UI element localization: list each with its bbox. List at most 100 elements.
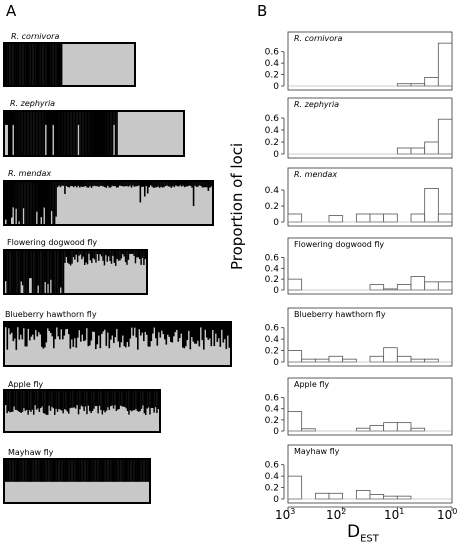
ancestry-bar	[191, 323, 193, 338]
ancestry-bar	[53, 44, 56, 85]
ancestry-bar	[9, 391, 11, 413]
ancestry-bar	[179, 323, 181, 339]
ancestry-bar	[78, 182, 81, 188]
ancestry-bar	[179, 182, 182, 186]
ancestry-bar	[31, 251, 34, 293]
ancestry-bar	[100, 391, 102, 411]
ancestry-bar	[30, 182, 32, 224]
ancestry-bar	[93, 323, 96, 333]
structure-plot-mayhaw	[3, 458, 151, 504]
ancestry-bar	[72, 251, 75, 258]
ancestry-bar	[59, 182, 62, 188]
ancestry-bar	[56, 44, 59, 85]
structure-plot-mendax	[3, 180, 214, 226]
ancestry-bar	[9, 323, 12, 335]
ancestry-bar	[86, 182, 88, 188]
ancestry-bar	[186, 182, 189, 187]
ancestry-bar	[71, 182, 74, 187]
y-tick-label: 0.2	[265, 138, 279, 148]
ancestry-bar	[207, 323, 210, 340]
ancestry-bar	[62, 251, 65, 293]
ancestry-bar	[23, 44, 26, 85]
ancestry-bar	[69, 323, 72, 349]
ancestry-bar	[43, 460, 46, 482]
ancestry-bar	[89, 251, 92, 261]
ancestry-bar	[65, 323, 67, 330]
ancestry-bar	[9, 460, 11, 482]
ancestry-bar	[136, 182, 139, 187]
ancestry-bar	[72, 460, 75, 482]
ancestry-bar	[144, 323, 147, 332]
ancestry-bar	[15, 112, 17, 155]
ancestry-bar	[103, 391, 105, 411]
ancestry-bar	[55, 460, 57, 482]
ancestry-bar	[81, 251, 83, 260]
y-tick-label: 0	[273, 286, 279, 296]
ancestry-bar	[206, 182, 208, 188]
ancestry-bar	[5, 44, 7, 85]
ancestry-bar	[49, 112, 52, 155]
ancestry-bar	[124, 460, 127, 482]
ancestry-bar	[43, 182, 46, 208]
ancestry-bar	[52, 182, 54, 224]
ancestry-bar	[20, 391, 22, 414]
ancestry-bar	[115, 460, 118, 482]
ancestry-bar	[142, 182, 145, 187]
histogram-title: R. zephyria	[294, 100, 339, 109]
ancestry-bar	[93, 182, 96, 186]
ancestry-bar	[111, 460, 114, 482]
ancestry-bar	[174, 323, 177, 333]
ancestry-bar	[100, 251, 103, 257]
ancestry-bar	[157, 391, 159, 409]
ancestry-bar	[143, 251, 145, 266]
ancestry-bar	[83, 112, 86, 155]
ancestry-bar	[140, 323, 142, 336]
ancestry-bar	[159, 323, 162, 338]
ancestry-bar	[110, 112, 112, 155]
ancestry-bar	[17, 460, 20, 482]
ancestry-bar	[180, 323, 183, 334]
ancestry-bar	[26, 251, 28, 293]
ancestry-bar	[59, 251, 62, 288]
ancestry-bar	[64, 460, 66, 482]
ancestry-bar	[115, 391, 118, 412]
ancestry-bar	[147, 460, 149, 482]
ancestry-bar	[38, 460, 40, 482]
ancestry-bar	[102, 182, 105, 187]
ancestry-bar	[85, 251, 87, 263]
ancestry-bar	[145, 391, 147, 415]
ancestry-bar	[80, 112, 83, 155]
y-tick-label: 0	[273, 218, 279, 228]
ancestry-bar	[20, 251, 22, 282]
ancestry-bar	[59, 44, 61, 85]
ancestry-bar	[98, 460, 101, 482]
ancestry-bar	[79, 391, 81, 410]
ancestry-bar	[7, 182, 10, 224]
y-axis-label: Proportion of loci	[228, 142, 246, 270]
ancestry-bar	[143, 460, 145, 482]
ancestry-bar	[28, 182, 31, 224]
ancestry-bar	[19, 182, 22, 224]
ancestry-bar	[75, 460, 78, 482]
ancestry-bar	[58, 182, 60, 186]
histogram-bar	[328, 492, 344, 500]
ancestry-bar	[13, 251, 15, 293]
ancestry-bar	[126, 391, 129, 412]
structure-plot-blueberry-hawthorn	[3, 321, 232, 367]
ancestry-bar	[88, 112, 90, 155]
ancestry-bar	[222, 323, 225, 343]
ancestry-bar	[45, 112, 47, 125]
ancestry-bar	[133, 460, 135, 482]
ancestry-bar	[117, 460, 119, 482]
ancestry-bar	[203, 182, 205, 188]
ancestry-bar	[145, 182, 148, 187]
ancestry-bar	[48, 391, 50, 406]
ancestry-bar	[82, 391, 84, 407]
ancestry-bar	[146, 323, 148, 335]
ancestry-bar	[19, 251, 21, 293]
ancestry-bar	[136, 251, 138, 258]
ancestry-bar	[194, 323, 196, 344]
ancestry-bar	[150, 323, 153, 342]
ancestry-bar	[204, 323, 207, 330]
ancestry-bar	[39, 460, 42, 482]
